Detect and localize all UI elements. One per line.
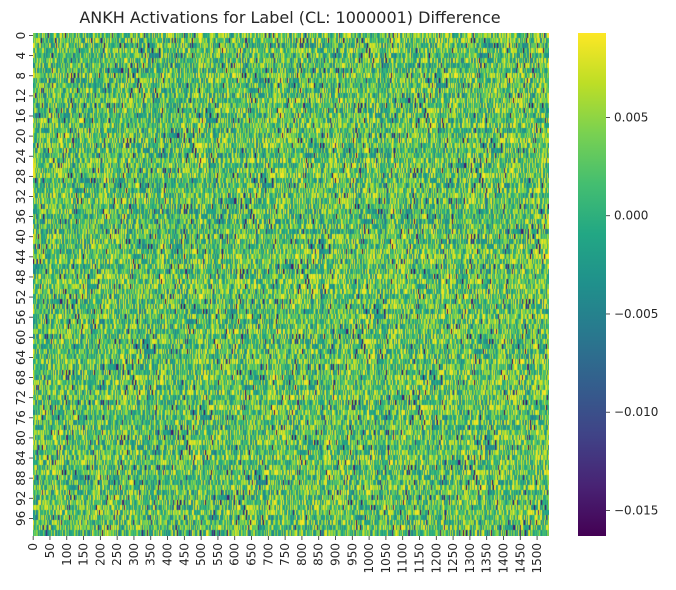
y-tick-label: 36 — [14, 209, 28, 224]
y-tick-label: 68 — [14, 370, 28, 385]
colorbar-gradient — [578, 33, 606, 536]
x-tick-label: 1050 — [379, 543, 393, 574]
x-tick-label: 1350 — [480, 543, 494, 574]
y-tick-label: 24 — [14, 149, 28, 164]
y-tick-label: 84 — [14, 450, 28, 465]
x-tick-label: 550 — [211, 543, 225, 566]
y-tick-label: 28 — [14, 169, 28, 184]
x-tick-label: 500 — [194, 543, 208, 566]
y-tick-label: 16 — [14, 108, 28, 123]
y-tick-label: 20 — [14, 128, 28, 143]
x-tick-label: 1150 — [412, 543, 426, 574]
colorbar-tick-label: 0.005 — [614, 110, 648, 124]
y-tick-label: 40 — [14, 229, 28, 244]
y-tick-label: 72 — [14, 390, 28, 405]
x-tick-label: 50 — [43, 543, 57, 558]
y-tick-label: 52 — [14, 289, 28, 304]
colorbar-tick-label: −0.015 — [614, 503, 658, 517]
x-tick-label: 700 — [261, 543, 275, 566]
colorbar — [578, 33, 606, 536]
x-tick-label: 100 — [60, 543, 74, 566]
y-tick-label: 80 — [14, 430, 28, 445]
y-tick-label: 48 — [14, 269, 28, 284]
x-tick-label: 600 — [228, 543, 242, 566]
x-tick-label: 900 — [329, 543, 343, 566]
y-tick-label: 32 — [14, 189, 28, 204]
x-tick-label: 1400 — [496, 543, 510, 574]
x-tick-label: 400 — [161, 543, 175, 566]
colorbar-ticks: 0.005 0.000 −0.005 −0.010 −0.015 — [606, 110, 658, 517]
x-tick-label: 750 — [278, 543, 292, 566]
x-tick-label: 950 — [345, 543, 359, 566]
chart-title: ANKH Activations for Label (CL: 1000001)… — [79, 8, 500, 27]
y-tick-label: 12 — [14, 88, 28, 103]
y-tick-label: 60 — [14, 330, 28, 345]
x-tick-label: 1200 — [429, 543, 443, 574]
y-tick-label: 0 — [14, 32, 28, 40]
colorbar-tick-label: −0.010 — [614, 405, 658, 419]
x-axis-ticks: 0 50 100 150 200 250 300 350 400 450 500 550 600 650 7… — [26, 536, 544, 574]
y-tick-label: 76 — [14, 410, 28, 425]
x-tick-label: 650 — [245, 543, 259, 566]
y-tick-label: 92 — [14, 491, 28, 506]
x-tick-label: 800 — [295, 543, 309, 566]
x-tick-label: 450 — [177, 543, 191, 566]
x-tick-label: 850 — [312, 543, 326, 566]
y-tick-label: 4 — [14, 52, 28, 60]
x-tick-label: 1000 — [362, 543, 376, 574]
y-tick-label: 44 — [14, 249, 28, 264]
colorbar-tick-label: −0.005 — [614, 307, 658, 321]
x-tick-label: 350 — [144, 543, 158, 566]
heatmap-cells — [33, 33, 549, 536]
x-tick-label: 250 — [110, 543, 124, 566]
y-tick-label: 8 — [14, 72, 28, 80]
y-tick-label: 88 — [14, 471, 28, 486]
x-tick-label: 200 — [93, 543, 107, 566]
y-tick-label: 64 — [14, 350, 28, 365]
y-tick-label: 96 — [14, 511, 28, 526]
x-tick-label: 0 — [26, 543, 40, 551]
x-tick-label: 300 — [127, 543, 141, 566]
colorbar-tick-label: 0.000 — [614, 209, 648, 223]
y-axis-ticks: 0481216202428323640444852566064687276808… — [14, 32, 33, 526]
x-tick-label: 1500 — [530, 543, 544, 574]
x-tick-label: 1100 — [396, 543, 410, 574]
x-tick-label: 1250 — [446, 543, 460, 574]
y-tick-label: 56 — [14, 310, 28, 325]
x-tick-label: 1300 — [463, 543, 477, 574]
x-tick-label: 1450 — [513, 543, 527, 574]
heatmap-area — [33, 33, 549, 536]
x-tick-label: 150 — [77, 543, 91, 566]
